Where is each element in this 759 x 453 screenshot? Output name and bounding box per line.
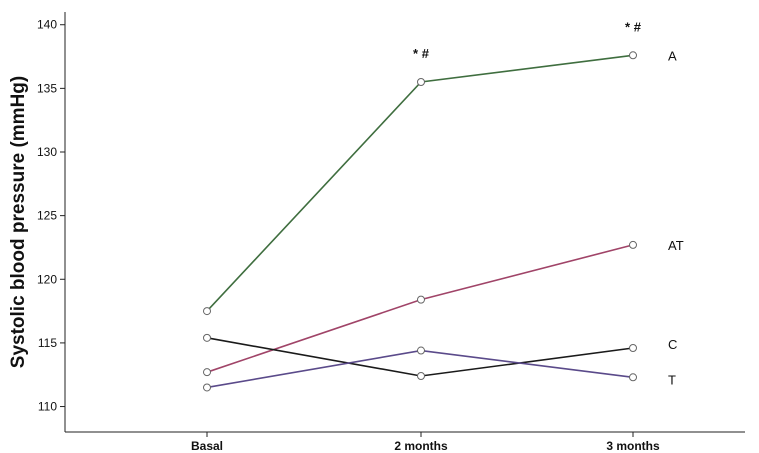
series-label-c: C — [668, 337, 677, 352]
data-point-at — [417, 295, 425, 304]
data-point-at — [629, 240, 637, 249]
y-tick-label: 140 — [37, 18, 57, 32]
significance-annotation: * # — [413, 46, 430, 61]
series-lines — [206, 54, 634, 389]
y-ticks: 110 115 120 125 130 135 140 — [37, 18, 65, 414]
significance-annotation: * # — [625, 19, 642, 34]
y-tick-label: 115 — [38, 336, 57, 350]
data-point-a — [203, 307, 211, 316]
data-point-c — [629, 344, 637, 352]
y-tick-label: 135 — [37, 81, 57, 95]
y-tick-label: 120 — [37, 272, 57, 286]
series-labels: A AT C T — [668, 48, 684, 387]
series-points — [203, 51, 637, 392]
x-tick-label: 2 months — [394, 439, 448, 453]
data-point-c — [417, 372, 425, 380]
x-ticks: Basal 2 months 3 months — [191, 432, 660, 453]
y-tick-label: 130 — [37, 145, 57, 159]
series-label-a: A — [668, 48, 677, 63]
data-point-at — [203, 368, 211, 377]
data-point-a — [417, 78, 425, 86]
y-tick-label: 110 — [38, 400, 57, 414]
data-point-a — [629, 51, 637, 60]
series-label-t: T — [668, 372, 676, 387]
y-axis-label: Systolic blood pressure (mmHg) — [8, 76, 29, 368]
data-point-t — [629, 373, 637, 382]
series-label-at: AT — [668, 238, 684, 253]
data-point-t — [203, 383, 211, 392]
series-line-c — [206, 337, 634, 377]
data-point-t — [417, 346, 425, 355]
y-tick-label: 125 — [37, 209, 57, 223]
data-point-c — [203, 333, 211, 342]
series-line-a — [206, 54, 634, 312]
annotations: * # * # — [413, 19, 642, 61]
x-tick-label: Basal — [191, 439, 223, 453]
x-tick-label: 3 months — [606, 439, 660, 453]
